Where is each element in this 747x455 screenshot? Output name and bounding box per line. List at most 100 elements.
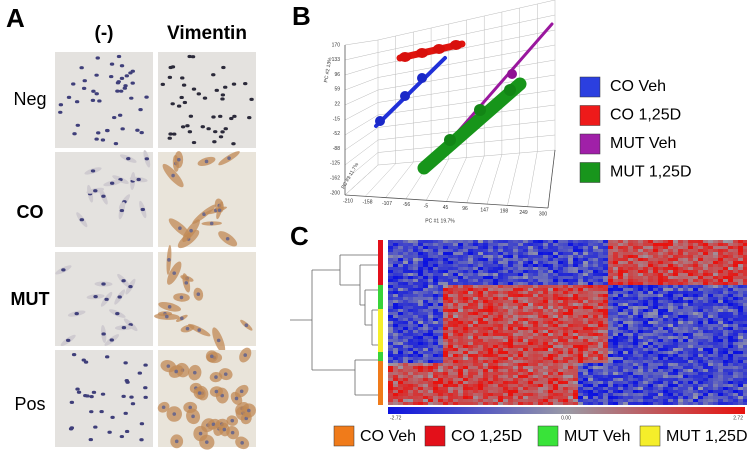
heat-cell — [648, 357, 653, 360]
heat-cell — [733, 390, 738, 393]
heat-cell — [618, 378, 623, 381]
heat-cell — [573, 315, 578, 318]
heat-cell — [483, 378, 488, 381]
heat-cell — [568, 312, 573, 315]
heat-cell — [583, 315, 588, 318]
heat-cell — [728, 279, 733, 282]
heat-cell — [613, 399, 618, 402]
heat-cell — [688, 324, 693, 327]
heat-cell — [463, 363, 468, 366]
heat-cell — [508, 252, 513, 255]
heat-cell — [448, 384, 453, 387]
heat-cell — [593, 384, 598, 387]
heat-cell — [473, 390, 478, 393]
heat-cell — [558, 351, 563, 354]
heat-cell — [423, 390, 428, 393]
heat-cell — [578, 249, 583, 252]
heat-cell — [648, 288, 653, 291]
heat-cell — [733, 273, 738, 276]
heat-cell — [443, 306, 448, 309]
heat-cell — [628, 285, 633, 288]
heat-cell — [448, 249, 453, 252]
heat-cell — [548, 291, 553, 294]
heat-cell — [688, 345, 693, 348]
heat-cell — [413, 366, 418, 369]
heat-cell — [498, 279, 503, 282]
heat-cell — [588, 264, 593, 267]
heat-cell — [478, 381, 483, 384]
heat-cell — [583, 282, 588, 285]
nucleus — [221, 65, 226, 70]
heat-cell — [573, 390, 578, 393]
nucleus — [179, 295, 184, 300]
heat-cell — [718, 351, 723, 354]
heat-cell — [713, 396, 718, 399]
heat-cell — [673, 309, 678, 312]
heat-cell — [423, 360, 428, 363]
heat-cell — [638, 324, 643, 327]
heat-cell — [418, 261, 423, 264]
heat-cell — [503, 279, 508, 282]
heat-cell — [673, 348, 678, 351]
heat-cell — [433, 264, 438, 267]
heat-cell — [473, 288, 478, 291]
heat-cell — [468, 249, 473, 252]
heat-cell — [443, 291, 448, 294]
heat-cell — [478, 345, 483, 348]
heat-cell — [443, 390, 448, 393]
heat-cell — [468, 387, 473, 390]
heat-cell — [528, 318, 533, 321]
heat-cell — [728, 339, 733, 342]
heat-cell — [693, 246, 698, 249]
heat-cell — [543, 255, 548, 258]
heat-cell — [408, 252, 413, 255]
nucleus — [75, 387, 80, 391]
heat-cell — [503, 402, 508, 405]
heat-cell — [678, 390, 683, 393]
heat-cell — [423, 354, 428, 357]
heat-cell — [638, 327, 643, 330]
heat-cell — [693, 339, 698, 342]
heat-cell — [408, 348, 413, 351]
heat-cell — [743, 249, 747, 252]
heat-cell — [743, 396, 747, 399]
heat-cell — [563, 294, 568, 297]
heat-cell — [568, 309, 573, 312]
nucleus — [122, 86, 128, 90]
heat-cell — [638, 363, 643, 366]
heat-cell — [573, 270, 578, 273]
heat-cell — [593, 276, 598, 279]
heat-cell — [603, 270, 608, 273]
heat-cell — [403, 300, 408, 303]
heat-cell — [508, 396, 513, 399]
heat-cell — [683, 315, 688, 318]
heat-cell — [398, 351, 403, 354]
heat-cell — [563, 315, 568, 318]
row-label: MUT — [11, 289, 50, 309]
heat-cell — [453, 297, 458, 300]
heat-cell — [548, 324, 553, 327]
heat-cell — [443, 354, 448, 357]
heat-cell — [703, 258, 708, 261]
heat-cell — [628, 342, 633, 345]
heat-cell — [593, 288, 598, 291]
heat-cell — [493, 282, 498, 285]
heat-cell — [393, 321, 398, 324]
heat-cell — [483, 342, 488, 345]
heat-cell — [743, 357, 747, 360]
heat-cell — [558, 294, 563, 297]
heat-cell — [428, 360, 433, 363]
nucleus — [214, 389, 219, 394]
heat-cell — [548, 369, 553, 372]
heat-cell — [648, 306, 653, 309]
heat-cell — [733, 315, 738, 318]
heat-cell — [658, 276, 663, 279]
heat-cell — [393, 249, 398, 252]
heat-cell — [593, 396, 598, 399]
heat-cell — [698, 294, 703, 297]
heat-cell — [623, 381, 628, 384]
heat-cell — [538, 375, 543, 378]
heat-cell — [483, 279, 488, 282]
heat-cell — [643, 252, 648, 255]
heat-cell — [718, 354, 723, 357]
